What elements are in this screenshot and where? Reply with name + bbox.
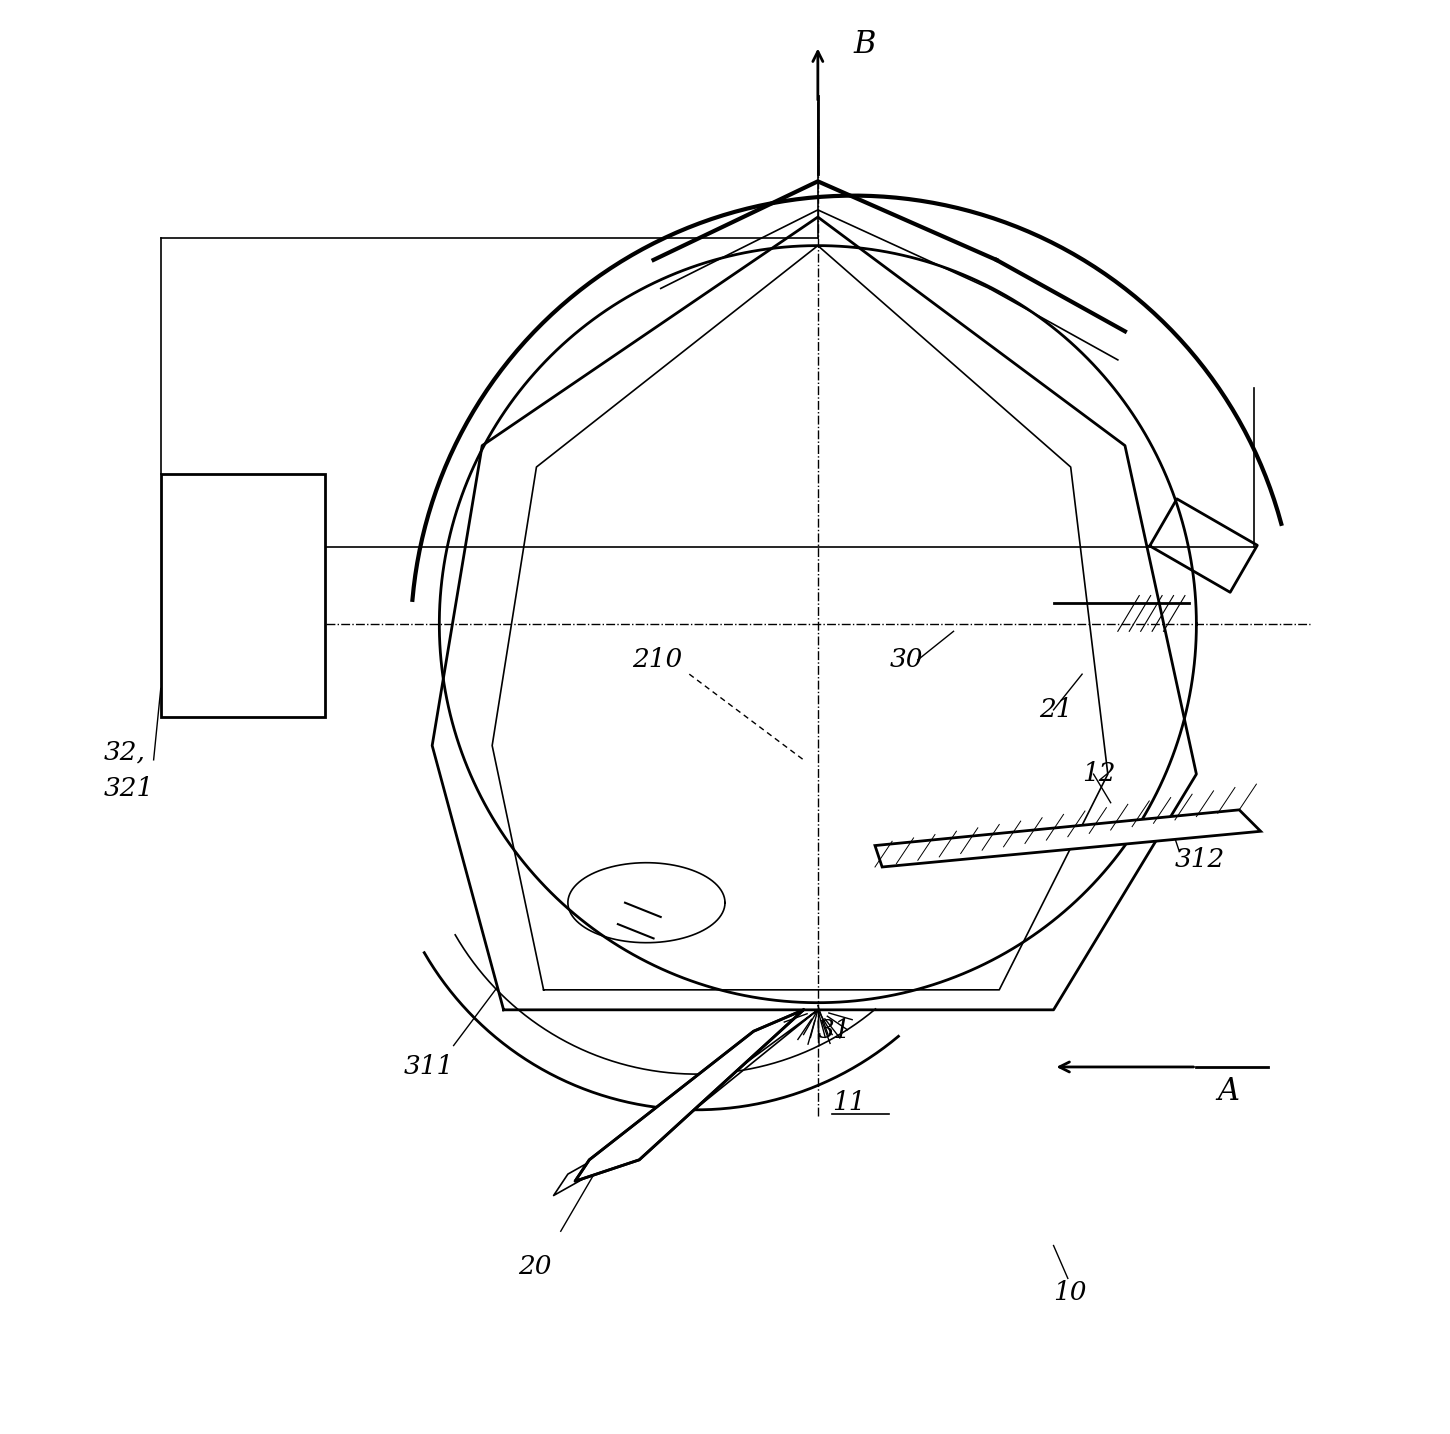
Text: 12: 12 (1082, 761, 1115, 786)
Text: A: A (1218, 1076, 1240, 1107)
Text: 312: 312 (1174, 847, 1225, 872)
Text: 10: 10 (1054, 1279, 1088, 1305)
Text: 32,: 32, (103, 740, 145, 764)
Text: B: B (854, 29, 876, 60)
Text: 21: 21 (1040, 697, 1073, 721)
Bar (161, 475, 325, 717)
Text: 31: 31 (818, 1018, 851, 1044)
Text: 20: 20 (518, 1255, 551, 1279)
Text: 30: 30 (889, 647, 922, 673)
Text: 321: 321 (103, 776, 154, 800)
Text: 11: 11 (832, 1090, 866, 1114)
Text: 311: 311 (403, 1054, 454, 1080)
Polygon shape (874, 810, 1260, 868)
Polygon shape (576, 1010, 803, 1182)
Text: 210: 210 (632, 647, 683, 673)
